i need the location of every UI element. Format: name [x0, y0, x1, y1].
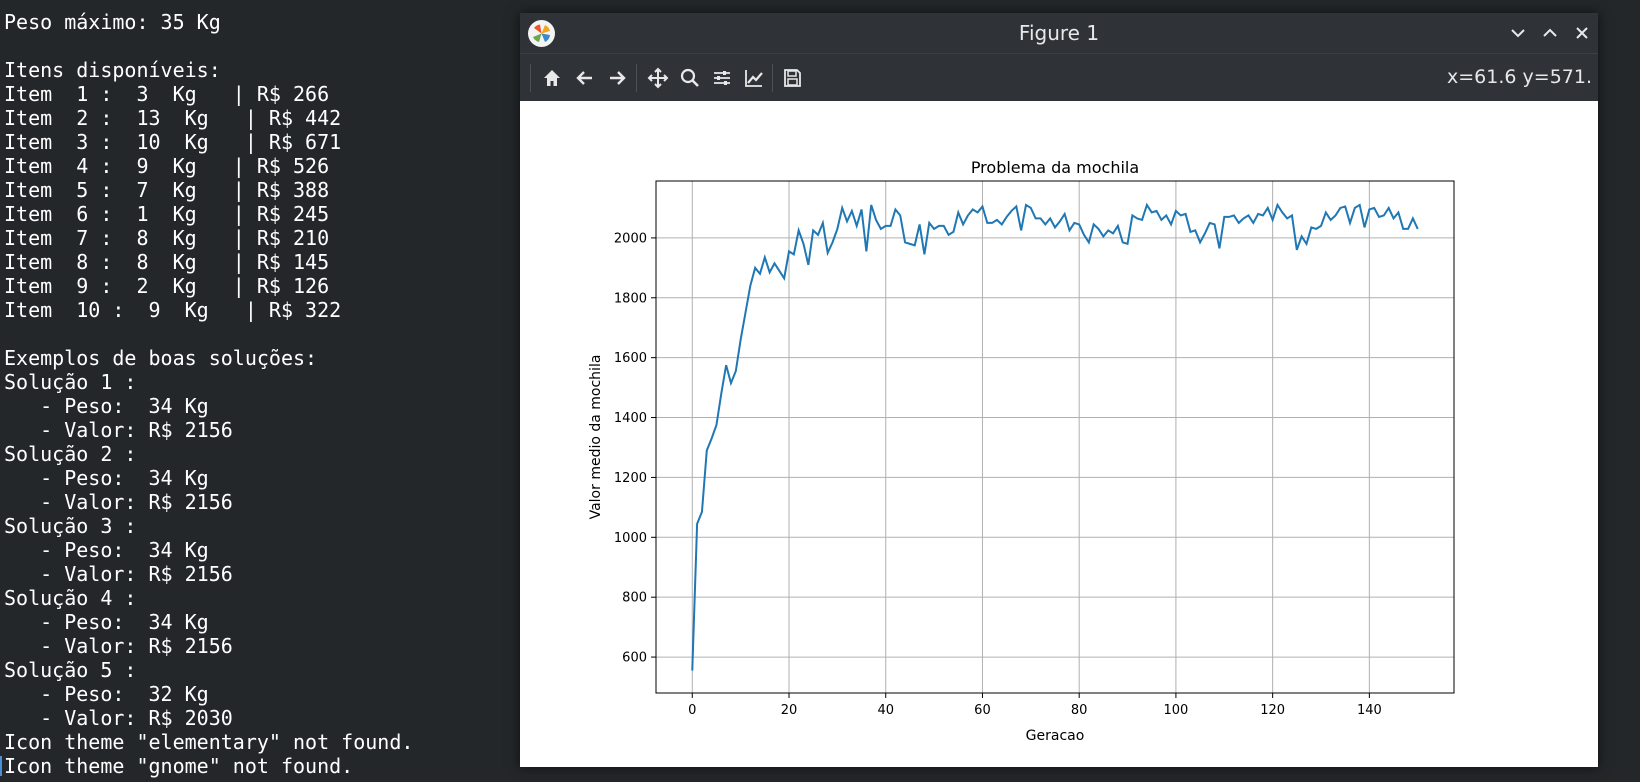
terminal-line: Solução 1 :	[4, 370, 137, 394]
y-tick-label: 1200	[614, 471, 647, 486]
terminal-line: - Peso: 34 Kg	[4, 610, 209, 634]
terminal-line: Item 1 : 3 Kg | R$ 266	[4, 82, 330, 106]
x-tick-label: 20	[781, 703, 798, 718]
pan-icon[interactable]	[644, 64, 672, 92]
series-line	[691, 202, 1419, 671]
terminal-line: Item 2 : 13 Kg | R$ 442	[4, 106, 342, 130]
toolbar-separator	[530, 64, 531, 92]
y-tick-label: 1600	[614, 351, 647, 366]
app-icon	[528, 20, 555, 47]
terminal-line: - Valor: R$ 2156	[4, 562, 233, 586]
save-icon[interactable]	[778, 64, 806, 92]
x-axis-label: Geracao	[1026, 728, 1085, 744]
back-arrow-icon[interactable]	[571, 64, 599, 92]
x-tick-label: 80	[1071, 703, 1088, 718]
toolbar-separator	[772, 64, 773, 92]
close-icon[interactable]	[1570, 21, 1594, 45]
terminal-line: Icon theme "gnome" not found.	[4, 754, 354, 778]
toolbar-separator	[636, 64, 637, 92]
x-tick-label: 140	[1357, 703, 1382, 718]
terminal-line: Icon theme "elementary" not found.	[4, 730, 414, 754]
terminal-line: Solução 2 :	[4, 442, 137, 466]
terminal-line: - Valor: R$ 2156	[4, 490, 233, 514]
terminal-line: Solução 5 :	[4, 658, 137, 682]
plot-canvas[interactable]: 0 20 40 60 80 100 120 140 600 800 1000 1200 1400 1600…	[520, 101, 1598, 767]
maximize-icon[interactable]	[1538, 21, 1562, 45]
forward-arrow-icon[interactable]	[603, 64, 631, 92]
terminal-line: Item 8 : 8 Kg | R$ 145	[4, 250, 330, 274]
coordinate-readout: x=61.6 y=571.	[1447, 66, 1592, 88]
y-tick-label: 1000	[614, 531, 647, 546]
terminal-line: - Valor: R$ 2156	[4, 634, 233, 658]
terminal-line: Itens disponíveis:	[4, 58, 221, 82]
y-tick-label: 600	[622, 651, 647, 666]
terminal-line: Item 7 : 8 Kg | R$ 210	[4, 226, 330, 250]
terminal-line: Item 9 : 2 Kg | R$ 126	[4, 274, 330, 298]
terminal-line: - Peso: 34 Kg	[4, 538, 209, 562]
x-tick-label: 60	[974, 703, 991, 718]
y-tick-label: 800	[622, 591, 647, 606]
line-chart[interactable]: 0 20 40 60 80 100 120 140 600 800 1000 1200 1400 1600…	[520, 101, 1598, 767]
axis-ticks: 0 20 40 60 80 100 120 140 600 800 1000 1200 1400 1600…	[614, 231, 1382, 718]
terminal-line: - Valor: R$ 2030	[4, 706, 233, 730]
terminal-line: - Peso: 32 Kg	[4, 682, 209, 706]
x-tick-label: 40	[877, 703, 894, 718]
axes-edit-icon[interactable]	[740, 64, 768, 92]
terminal-line: Exemplos de boas soluções:	[4, 346, 318, 370]
terminal-line: Solução 4 :	[4, 586, 137, 610]
terminal-line: Item 5 : 7 Kg | R$ 388	[4, 178, 330, 202]
terminal-line: - Valor: R$ 2156	[4, 418, 233, 442]
y-tick-label: 1400	[614, 411, 647, 426]
y-tick-label: 1800	[614, 291, 647, 306]
x-tick-label: 120	[1260, 703, 1285, 718]
y-axis-label: Valor medio da mochila	[588, 355, 604, 520]
terminal-line	[4, 34, 520, 58]
terminal-line: Item 6 : 1 Kg | R$ 245	[4, 202, 330, 226]
subplots-config-icon[interactable]	[708, 64, 736, 92]
x-tick-label: 100	[1163, 703, 1188, 718]
terminal-line: Solução 3 :	[4, 514, 137, 538]
terminal-output[interactable]: Peso máximo: 35 Kg Itens disponíveis: Item…	[0, 0, 520, 782]
y-tick-label: 2000	[614, 231, 647, 246]
minimize-icon[interactable]	[1506, 21, 1530, 45]
x-tick-label: 0	[688, 703, 696, 718]
zoom-icon[interactable]	[676, 64, 704, 92]
window-title: Figure 1	[1018, 21, 1100, 45]
axes-frame	[655, 180, 1455, 694]
terminal-line: Item 4 : 9 Kg | R$ 526	[4, 154, 330, 178]
figure-window: Figure 1	[520, 13, 1598, 767]
terminal-cursor	[0, 756, 2, 776]
terminal-line: - Peso: 34 Kg	[4, 466, 209, 490]
plot-toolbar: x=61.6 y=571.	[520, 53, 1598, 102]
window-titlebar[interactable]: Figure 1	[520, 13, 1598, 53]
terminal-line: Peso máximo: 35 Kg	[4, 10, 221, 34]
home-icon[interactable]	[538, 64, 566, 92]
terminal-line: Item 3 : 10 Kg | R$ 671	[4, 130, 342, 154]
chart-title: Problema da mochila	[971, 158, 1139, 177]
terminal-line	[4, 322, 520, 346]
terminal-line: - Peso: 34 Kg	[4, 394, 209, 418]
grid	[656, 181, 1454, 693]
terminal-line: Item 10 : 9 Kg | R$ 322	[4, 298, 342, 322]
